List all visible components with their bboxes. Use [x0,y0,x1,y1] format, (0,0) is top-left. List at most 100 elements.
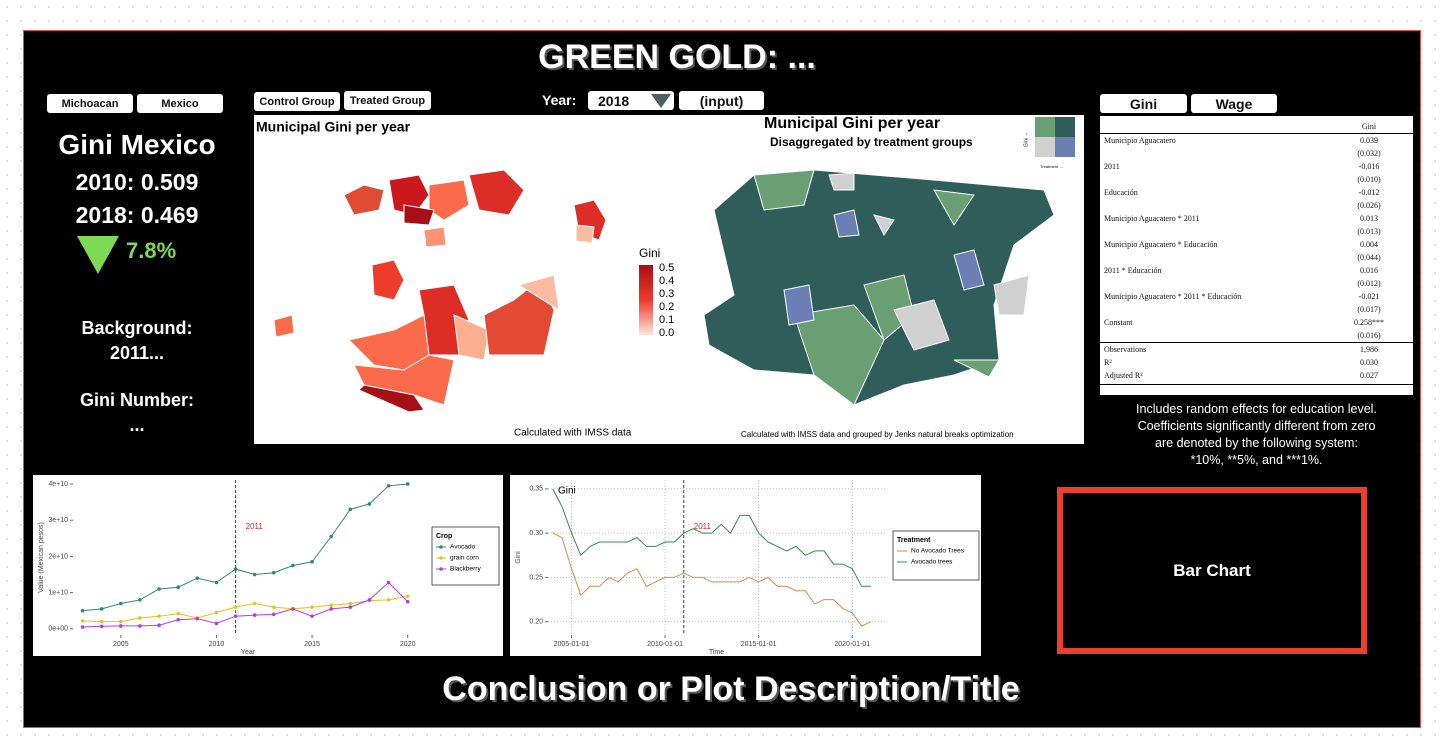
stats-line: 2010: 0.509 [75,169,199,195]
table: Gini Municipio Aguacatero 0.039 (0.032) 201… [1100,115,1413,385]
down-arrow [77,236,119,274]
row-label: 2011 * Educación [1104,266,1162,275]
coefficient: 0.258*** [1354,318,1384,327]
y-tick-label: 0e+00 [48,626,68,633]
annotation-text: 2011 [246,522,264,531]
table-row: Constant 0.258*** [1100,316,1413,329]
table-row: Municipio Aguacatero * Educación 0.004 [1100,238,1413,251]
row-label: Educación [1104,188,1138,197]
color-scale [639,265,653,335]
coefficient: 0.013 [1360,214,1378,223]
data-point [195,616,200,621]
table-row: Educación -0.012 [1100,186,1413,199]
data-point [138,598,142,602]
regression-table: Gini Municipio Aguacatero 0.039 (0.032) 201… [1100,115,1413,395]
data-point [329,534,333,539]
data-point [367,598,372,602]
table-row: Municipio Aguacatero * 2011 0.013 [1100,212,1413,225]
table-row: 2011 -0.016 [1100,160,1413,173]
data-point [80,608,85,613]
cell [1100,382,1413,385]
data-point [119,601,123,606]
table-row: 2011 * Educación 0.016 [1100,264,1413,277]
row-label: Municipio Aguacatero * 2011 * Educación [1104,292,1242,301]
legend-swatch [439,545,443,549]
data-point [157,623,161,628]
stat-label: R² [1104,358,1112,367]
legend-axis-label: Gini → [1023,132,1029,147]
dashboard-title: GREEN GOLD: ... [538,38,816,76]
table-header: Gini [1100,120,1413,134]
x-axis-label: Time [709,649,724,656]
group-button[interactable]: Control Group [254,92,340,111]
y-tick-label: 3e+10 [48,517,68,524]
group-button[interactable]: Treated Group [344,91,431,110]
table-row: Municipio Aguacatero * 2011 * Educación -… [1100,290,1413,303]
stat-value: 0.027 [1360,371,1378,380]
y-tick-label: 0.20 [529,619,543,626]
stat-value: 1,986 [1360,345,1378,354]
y-tick-label: 4e+10 [48,481,68,488]
column-header: Gini [1361,122,1377,131]
year-input[interactable]: (input) [679,91,764,110]
series-line [82,595,408,623]
table-button[interactable]: Gini [1100,94,1187,113]
data-point [99,607,104,611]
std-error: (0.016) [1357,331,1381,340]
stat-row: Observations 1,986 [1100,342,1413,357]
legend-title: Gini [639,246,660,260]
legend-tick: 0.3 [659,288,674,300]
map-caption: Calculated with IMSS data [514,428,632,439]
cell [1100,147,1325,160]
data-point [348,605,353,609]
cell [1100,225,1325,238]
series-line [82,581,409,628]
region-button[interactable]: Michoacan [47,94,133,113]
x-tick-label: 2015-01-01 [741,641,777,648]
row-label: Constant [1104,318,1133,327]
map-panel: Municipal Gini per year Gini 0.5 0.4 0.3… [254,115,1084,444]
stat-label: Observations [1104,345,1147,354]
table-body: Gini Municipio Aguacatero 0.039 (0.032) 201… [1100,115,1413,385]
data-point [329,603,333,608]
legend-tick: 0.2 [659,301,674,313]
table-row: (0.010) [1100,173,1413,186]
data-point [99,619,104,624]
legend-title: Treatment [897,537,931,544]
x-tick-label: 2015 [304,641,320,648]
legend-tick: 0.0 [659,327,674,339]
data-point [157,587,161,591]
stat-row: Adjusted R² 0.027 [1100,369,1413,382]
cell [1100,329,1325,343]
region-button[interactable]: Mexico [137,94,223,113]
table-note: Includes random effects for education le… [1100,401,1413,469]
data-point [405,482,410,486]
data-point [386,598,391,602]
bivariate-legend [1035,117,1075,157]
table-rule [1100,115,1413,120]
row-label: Municipio Aguacatero * Educación [1104,240,1218,249]
cell [1100,199,1325,212]
coefficient: 0.016 [1360,266,1378,275]
data-point [233,567,238,571]
legend-label: grain corn [450,555,479,562]
y-axis-label: Value (Mexican pesos) [38,522,45,593]
data-point [367,502,372,506]
legend-label: Blackberry [450,566,481,573]
x-tick-label: 2005 [113,641,129,648]
year-select[interactable]: 2018 [588,91,674,110]
line-chart: 0e+00 1e+10 2e+10 3e+10 4e+10 2005 2010 2015 202… [33,475,503,656]
coefficient: -0.012 [1358,188,1380,197]
data-point [80,619,85,623]
legend-tick: 0.4 [659,275,674,287]
row-label: Municipio Aguacatero [1104,136,1176,145]
bar-chart-placeholder: Bar Chart [1057,487,1367,654]
stats-line: 2018: 0.469 [75,202,199,228]
data-point [176,617,180,622]
data-point [272,605,276,609]
table-button[interactable]: Wage [1191,94,1277,113]
background-text: 2011... [109,343,165,363]
data-point [195,576,200,580]
data-point [138,624,142,628]
